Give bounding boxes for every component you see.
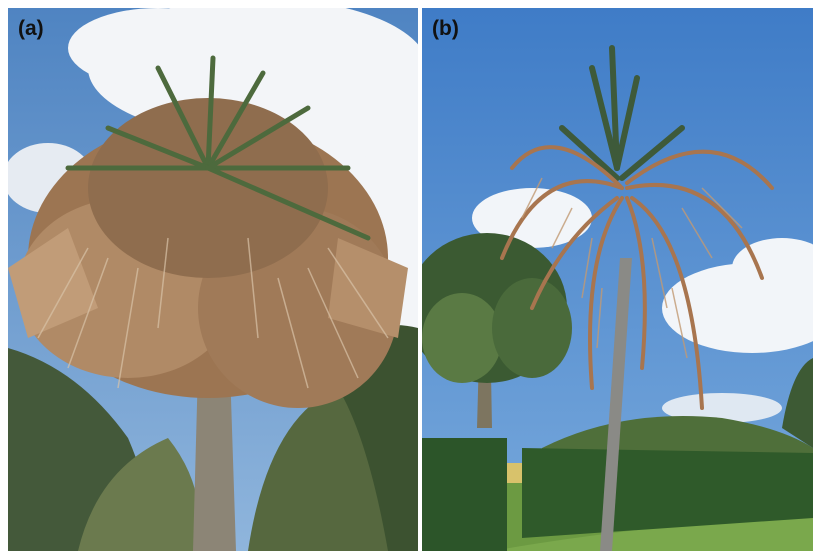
fan-palm: [422, 233, 572, 428]
hedge-right: [522, 448, 813, 538]
hedge-left: [422, 438, 507, 551]
palm-photo-b: [422, 8, 813, 551]
panel-label-b: (b): [432, 17, 459, 40]
panel-a-photo: (a): [8, 8, 418, 551]
trunk: [193, 368, 236, 551]
clouds: [472, 188, 813, 423]
drooping-fronds: [500, 145, 774, 410]
palm-photo-a: [8, 8, 418, 551]
panel-label-a: (a): [18, 17, 44, 40]
frond-leaflets: [521, 177, 743, 359]
green-fronds: [65, 55, 371, 241]
trunk: [600, 258, 632, 551]
frond-strands: [37, 237, 389, 389]
panel-b-photo: (b): [422, 8, 813, 551]
right-edge-palm: [782, 358, 813, 448]
green-top: [559, 45, 685, 181]
